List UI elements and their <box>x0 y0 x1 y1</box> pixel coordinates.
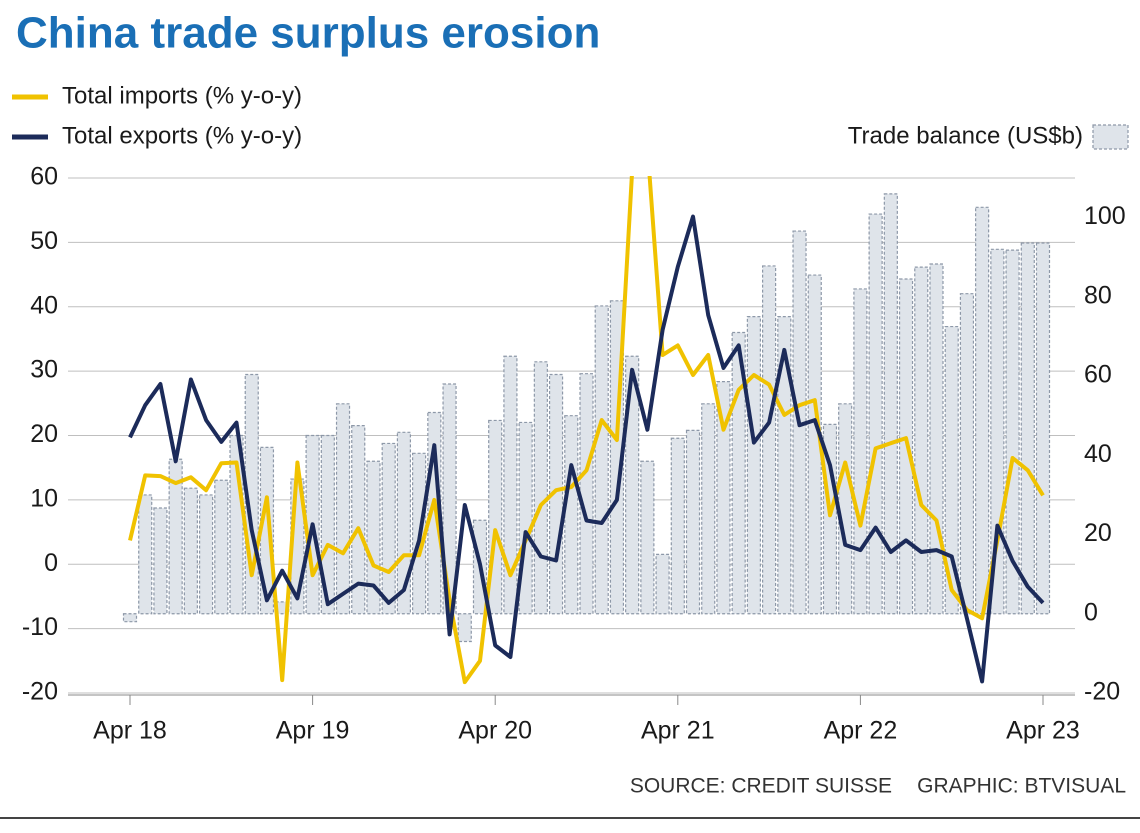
bar <box>548 373 564 615</box>
bar <box>381 442 396 615</box>
y-tick-label: 10 <box>30 484 58 512</box>
line <box>128 176 1045 685</box>
y-tick-label: 50 <box>30 227 58 255</box>
y-tick-label: 0 <box>44 549 58 577</box>
bar <box>183 487 198 615</box>
y-tick-label: 30 <box>30 356 58 384</box>
bar <box>701 403 716 615</box>
x-tick-label: Apr 19 <box>276 717 350 745</box>
bar <box>868 213 883 615</box>
y2-tick-label: 20 <box>1084 519 1112 547</box>
y-tick-label: -10 <box>22 613 58 641</box>
y-tick-label: 40 <box>30 291 58 319</box>
bar <box>153 507 168 615</box>
bar <box>214 479 229 615</box>
plot-area <box>122 176 1051 685</box>
legend-label: Total exports (% y-o-y) <box>62 122 302 149</box>
bar <box>138 494 153 615</box>
x-tick-label: Apr 21 <box>641 717 715 745</box>
bar <box>975 206 990 615</box>
y2-tick-label: -20 <box>1084 678 1120 706</box>
bar <box>503 355 518 615</box>
source: SOURCE: CREDIT SUISSE <box>630 775 892 798</box>
bar <box>944 325 959 615</box>
bar <box>1005 249 1020 615</box>
bar <box>1020 242 1035 615</box>
bar <box>594 305 609 615</box>
x-tick-label: Apr 18 <box>93 717 167 745</box>
bar <box>761 265 777 615</box>
legend-label: Trade balance (US$b) <box>848 122 1083 149</box>
chart-title: China trade surplus erosion <box>16 9 600 58</box>
y-tick-label: 60 <box>30 163 58 191</box>
y-tick-label: -20 <box>22 678 58 706</box>
bar <box>838 403 853 615</box>
bar <box>746 316 761 615</box>
bar <box>777 316 792 615</box>
bar <box>685 429 701 615</box>
bar <box>198 494 214 615</box>
bar <box>564 415 579 615</box>
bar <box>640 460 655 615</box>
bar <box>716 381 731 615</box>
y2-tick-label: 60 <box>1084 361 1112 389</box>
y-tick-label: 20 <box>30 420 58 448</box>
bar <box>853 288 868 615</box>
bar <box>275 601 290 615</box>
bar <box>335 403 351 615</box>
credit: GRAPHIC: BTVISUAL <box>917 775 1126 798</box>
y2-tick-label: 100 <box>1084 202 1126 230</box>
x-tick-label: Apr 20 <box>458 717 532 745</box>
line <box>128 214 1045 684</box>
bar <box>1035 242 1051 615</box>
bar <box>670 437 685 615</box>
bar <box>442 383 457 615</box>
bar <box>533 361 548 615</box>
y2-tick-label: 40 <box>1084 440 1112 468</box>
bar <box>883 193 898 615</box>
bar <box>366 460 381 615</box>
x-tick-label: Apr 23 <box>1006 717 1080 745</box>
legend-swatch <box>1092 124 1129 150</box>
y2-tick-label: 0 <box>1084 598 1098 626</box>
bar <box>122 613 138 623</box>
legend-label: Total imports (% y-o-y) <box>62 82 302 109</box>
bar <box>351 424 366 615</box>
bar <box>929 263 944 615</box>
x-tick-label: Apr 22 <box>824 717 898 745</box>
bar <box>579 373 594 615</box>
bar <box>320 434 335 615</box>
y2-tick-label: 80 <box>1084 281 1112 309</box>
bar <box>959 293 975 615</box>
bar <box>457 613 472 643</box>
bar <box>655 553 670 615</box>
bar <box>396 431 411 615</box>
bar <box>914 266 929 615</box>
bar <box>625 355 640 615</box>
